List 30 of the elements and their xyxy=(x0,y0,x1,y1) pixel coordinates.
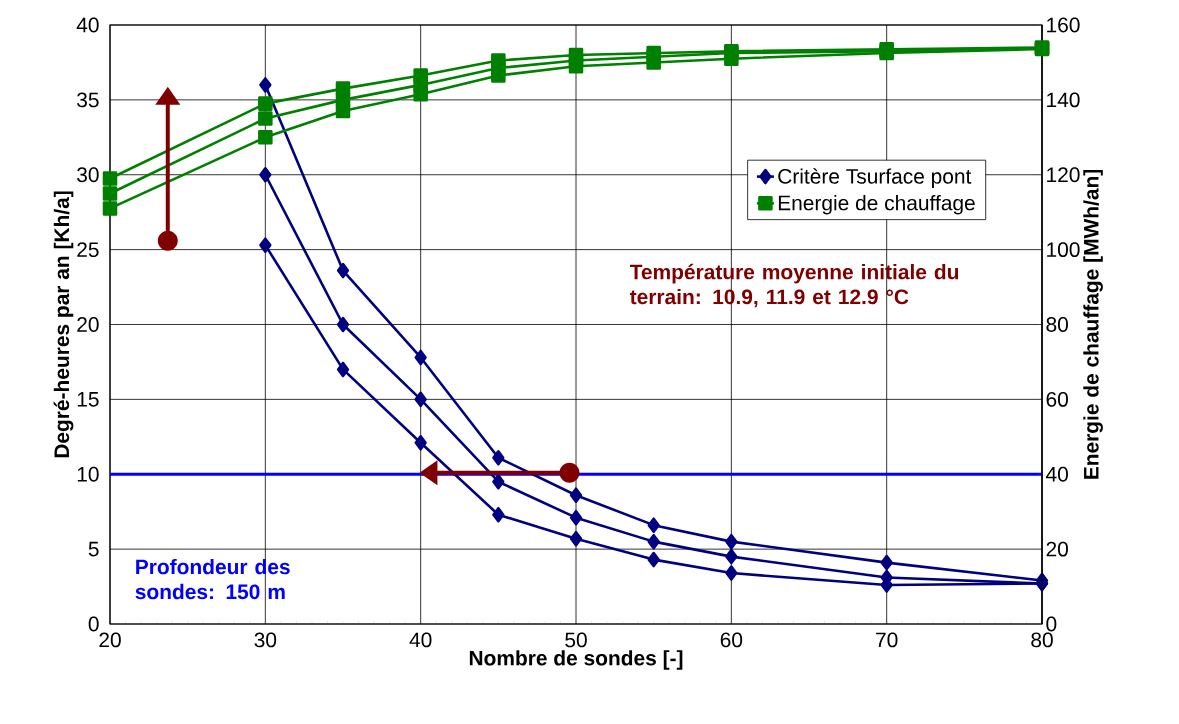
y-tick-label: 0 xyxy=(88,616,99,632)
y2-tick-label: 140 xyxy=(1047,92,1080,108)
y2-tick-label: 20 xyxy=(1046,541,1068,557)
x-tick-label: 60 xyxy=(720,632,743,648)
x-tick-label: 40 xyxy=(409,632,432,648)
x-tick-label: 80 xyxy=(1031,632,1053,648)
x-tick-label: 70 xyxy=(876,632,898,648)
legend-label: Critère Tsurface pont xyxy=(778,168,972,188)
y-tick-label: 15 xyxy=(77,392,99,407)
x-tick-label: 30 xyxy=(254,632,277,648)
y-tick-label: 30 xyxy=(77,167,99,183)
y2-tick-label: 160 xyxy=(1047,17,1080,33)
legend-label: Energie de chauffage xyxy=(778,195,975,215)
y-tick-label: 5 xyxy=(88,541,99,557)
y2-tick-label: 0 xyxy=(1046,616,1057,632)
y-tick-label: 10 xyxy=(77,466,99,482)
x-tick-label: 20 xyxy=(99,632,121,648)
y2-tick-label: 40 xyxy=(1046,466,1068,482)
y2-tick-label: 120 xyxy=(1047,167,1080,183)
y-tick-label: 40 xyxy=(76,17,99,33)
x-axis-title: Nombre de sondes [-] xyxy=(469,650,683,670)
y2-tick-label: 80 xyxy=(1046,317,1068,332)
y-axis-title: Degré-heures par an [Kh/a] xyxy=(53,191,74,458)
y2-axis-title: Energie de chauffage [MWh/an] xyxy=(1083,169,1103,479)
y-tick-label: 25 xyxy=(77,242,99,258)
y-tick-label: 35 xyxy=(77,92,99,108)
y2-tick-label: 60 xyxy=(1046,391,1068,407)
x-tick-label: 50 xyxy=(565,632,587,648)
y-tick-label: 20 xyxy=(77,317,99,332)
y2-tick-label: 100 xyxy=(1047,242,1080,258)
